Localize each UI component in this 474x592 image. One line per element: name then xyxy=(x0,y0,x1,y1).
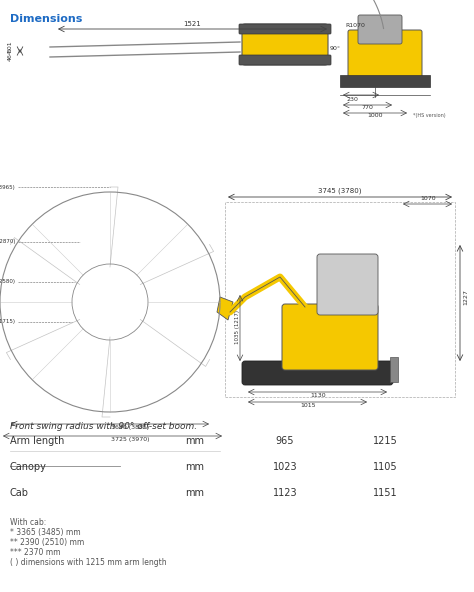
Text: 501: 501 xyxy=(8,40,13,52)
Text: With cab:: With cab: xyxy=(10,518,46,527)
FancyBboxPatch shape xyxy=(242,24,328,65)
Text: 3745 (3780): 3745 (3780) xyxy=(318,187,362,194)
FancyBboxPatch shape xyxy=(282,304,378,370)
Text: 1227: 1227 xyxy=(463,289,468,305)
Text: 1023: 1023 xyxy=(273,462,297,472)
Text: Dimensions: Dimensions xyxy=(10,14,82,24)
Text: 3640 (3885): 3640 (3885) xyxy=(111,425,149,430)
Text: Front swing radius with 90° off-set boom.: Front swing radius with 90° off-set boom… xyxy=(10,422,197,431)
FancyBboxPatch shape xyxy=(242,361,393,385)
FancyBboxPatch shape xyxy=(348,30,422,79)
Text: mm: mm xyxy=(185,462,204,472)
Text: 1070: 1070 xyxy=(420,196,436,201)
Bar xyxy=(340,75,430,87)
Text: ( ) dimensions with 1215 mm arm length: ( ) dimensions with 1215 mm arm length xyxy=(10,558,167,567)
Bar xyxy=(390,357,398,382)
Text: Arm length: Arm length xyxy=(10,436,64,446)
Text: 1015: 1015 xyxy=(300,403,316,408)
Text: 230: 230 xyxy=(346,97,358,102)
Text: ** 2390 (2510) mm: ** 2390 (2510) mm xyxy=(10,538,84,547)
Text: 1105: 1105 xyxy=(373,462,397,472)
FancyBboxPatch shape xyxy=(239,55,331,65)
Text: 90°: 90° xyxy=(330,46,341,51)
Text: 464: 464 xyxy=(8,49,13,61)
Text: *** 2370 mm: *** 2370 mm xyxy=(10,548,61,557)
Text: 3725 (3970): 3725 (3970) xyxy=(111,437,149,442)
Text: mm: mm xyxy=(185,488,204,498)
Text: 3450* (3965): 3450* (3965) xyxy=(0,185,15,189)
Text: 1035 (1217): 1035 (1217) xyxy=(235,310,240,344)
Text: 2160 (2580): 2160 (2580) xyxy=(0,279,15,285)
FancyBboxPatch shape xyxy=(317,254,378,315)
Text: 1000: 1000 xyxy=(367,113,383,118)
Polygon shape xyxy=(217,297,233,320)
Bar xyxy=(225,202,455,397)
Text: 2500** (2870): 2500** (2870) xyxy=(0,240,15,244)
Text: 1151: 1151 xyxy=(373,488,397,498)
Text: *(HS version): *(HS version) xyxy=(413,113,446,118)
Text: 770: 770 xyxy=(361,105,373,110)
Text: 1560 (1715): 1560 (1715) xyxy=(0,320,15,324)
Text: 1215: 1215 xyxy=(373,436,397,446)
Text: mm: mm xyxy=(185,436,204,446)
Text: R1070: R1070 xyxy=(345,23,365,28)
Text: 965: 965 xyxy=(276,436,294,446)
Text: 1123: 1123 xyxy=(273,488,297,498)
Text: Cab: Cab xyxy=(10,488,29,498)
Text: Canopy: Canopy xyxy=(10,462,47,472)
Text: 1521: 1521 xyxy=(183,21,201,27)
FancyBboxPatch shape xyxy=(239,24,331,34)
Text: 1130: 1130 xyxy=(310,393,326,398)
Text: * 3365 (3485) mm: * 3365 (3485) mm xyxy=(10,528,81,537)
FancyBboxPatch shape xyxy=(358,15,402,44)
